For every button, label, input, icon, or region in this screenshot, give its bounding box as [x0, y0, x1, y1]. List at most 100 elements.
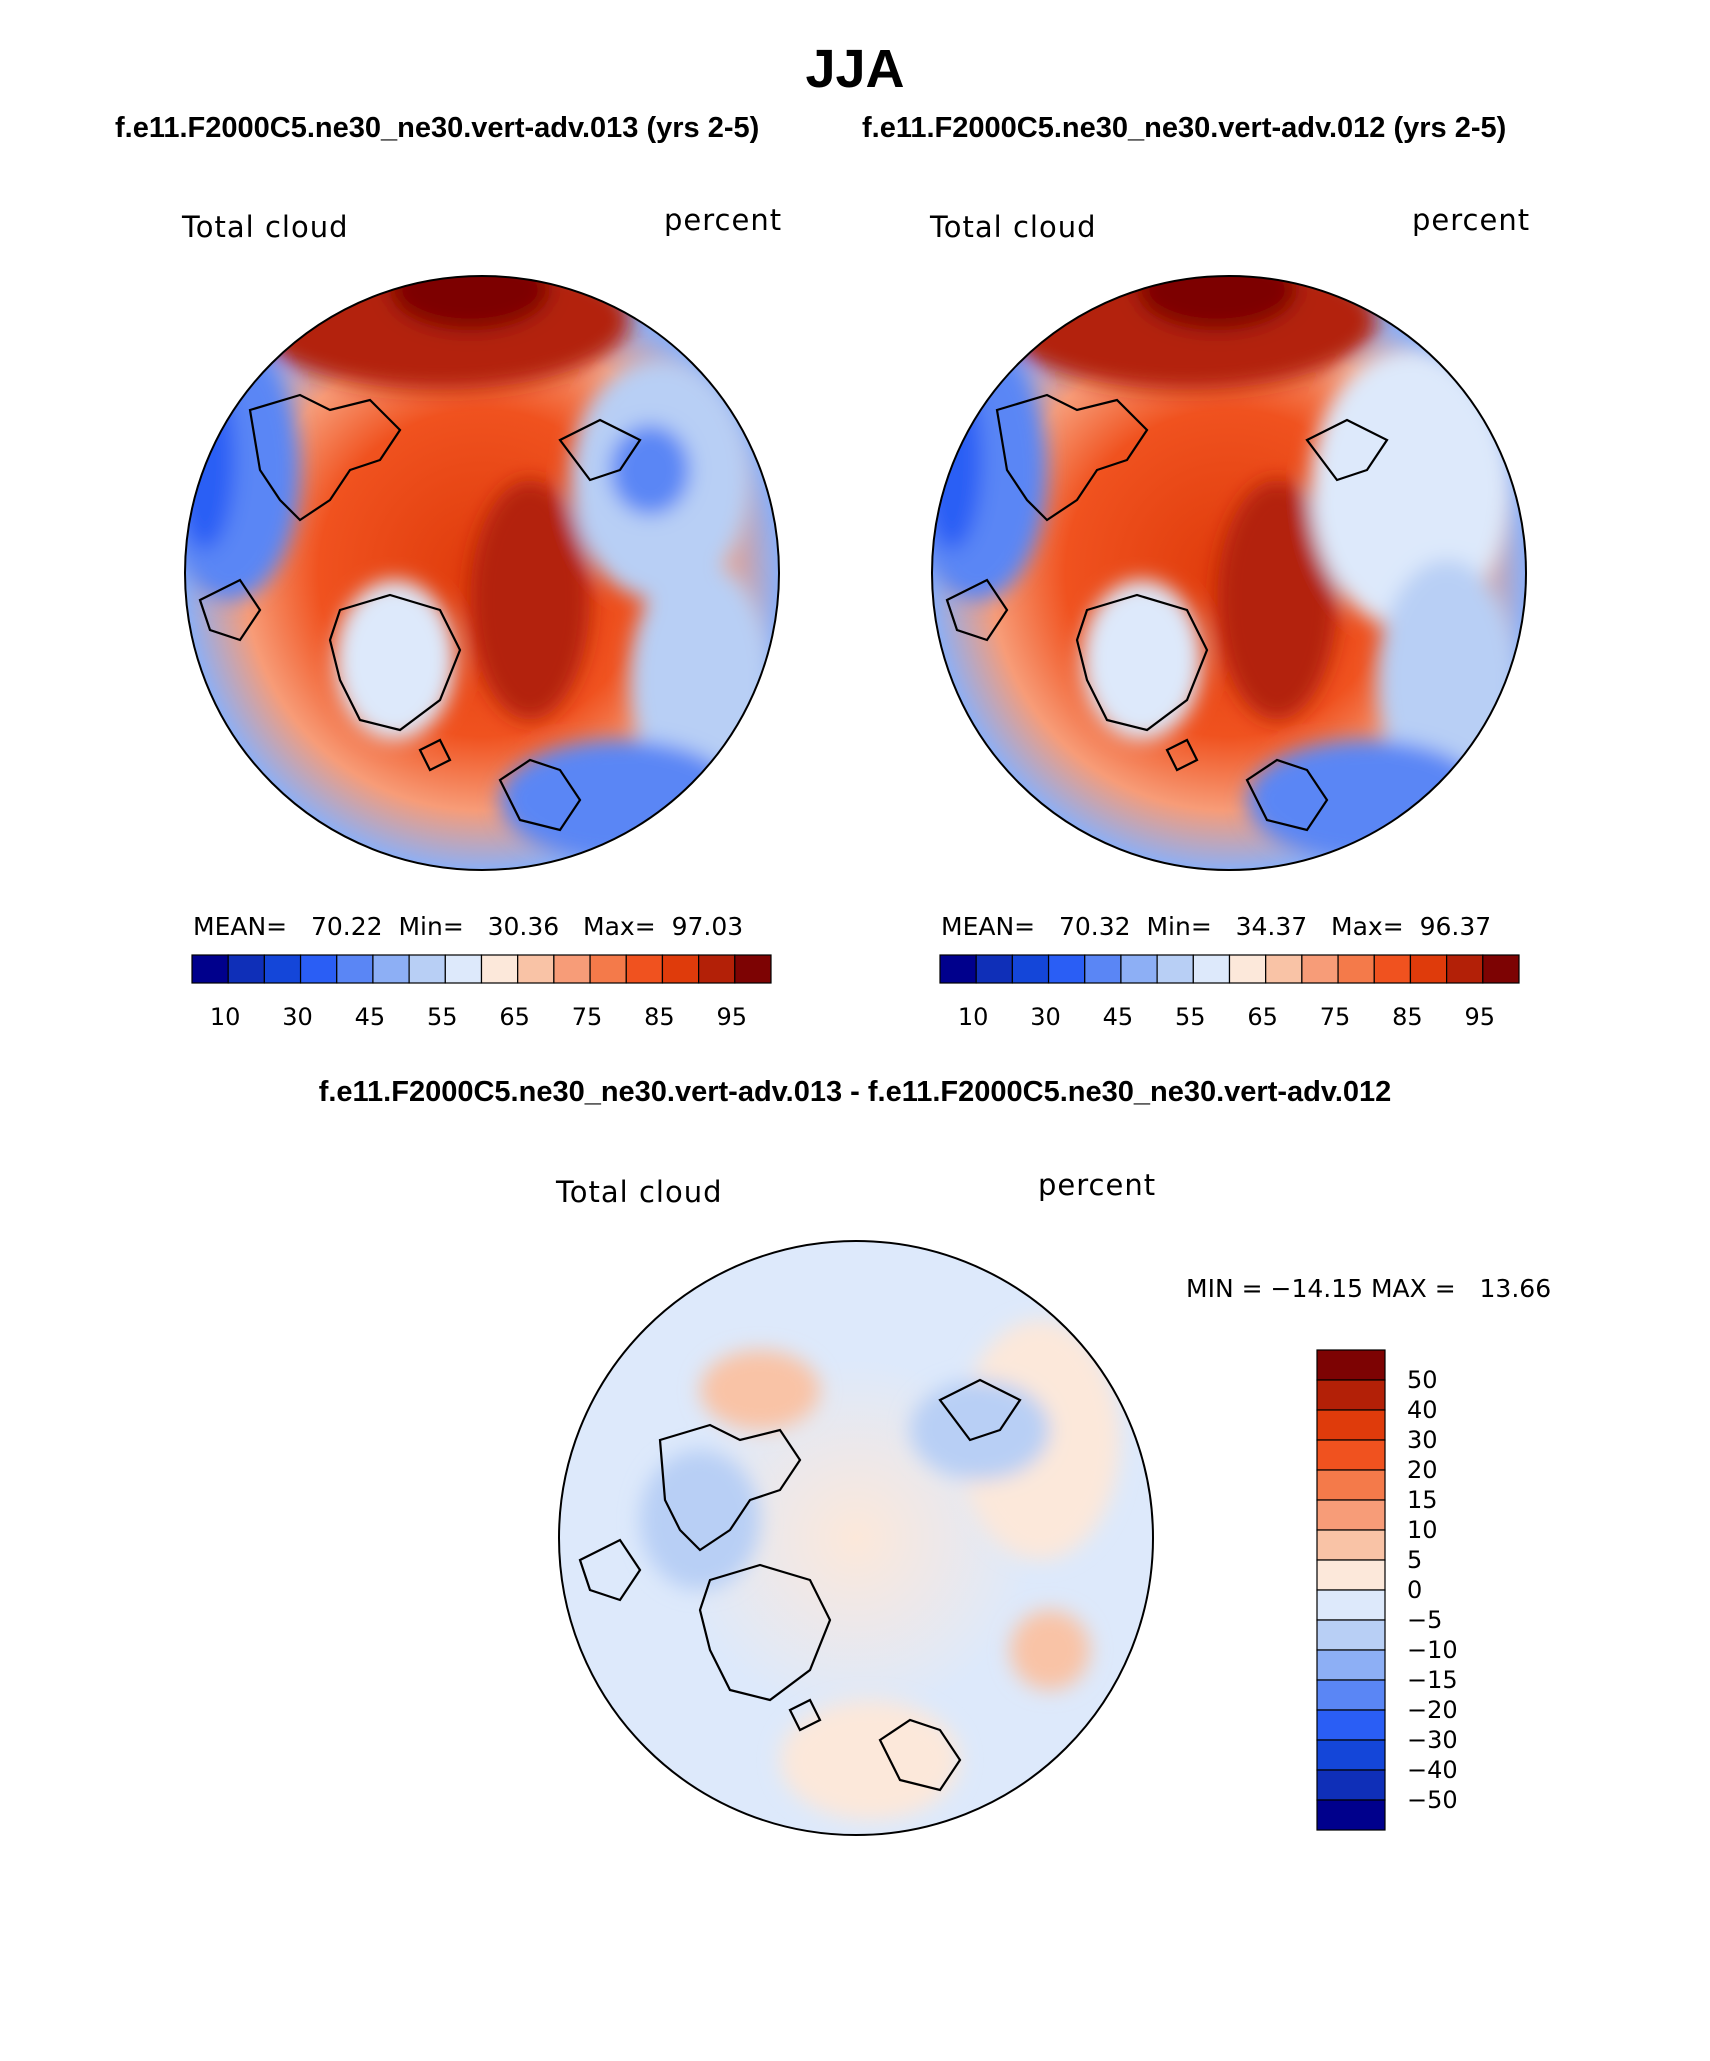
- right-coast-arctic-archipelago: [995, 393, 1149, 522]
- right-colorbar-tick-label: 55: [1175, 1003, 1206, 1031]
- diff-colorbar-tick-label: −40: [1407, 1756, 1458, 1784]
- left-coast-iceland: [418, 738, 452, 772]
- right-colorbar-bin: [1156, 954, 1194, 984]
- left-polar-map: [184, 275, 780, 871]
- diff-minmax-readout: MIN = −14.15 MAX = 13.66: [1186, 1274, 1551, 1303]
- diff-coast-greenland: [698, 1563, 832, 1702]
- left-min-cloud-asia: [610, 425, 690, 515]
- diff-map-border: [558, 1240, 1154, 1836]
- left-mean-label: MEAN=: [193, 912, 288, 941]
- right-low-cloud-asia: [1310, 350, 1510, 630]
- right-colorbar-bin: [1228, 954, 1267, 984]
- left-colorbar-tick-label: 65: [499, 1003, 530, 1031]
- right-max-cloud-core: [1137, 276, 1297, 330]
- left-colorbar-bin: [227, 954, 265, 984]
- right-stats-readout: MEAN= 70.32 Min= 34.37 Max= 96.37: [941, 912, 1491, 941]
- right-colorbar-bin: [1373, 954, 1412, 984]
- diff-coast-siberia: [938, 1378, 1022, 1442]
- right-colorbar-bin: [1192, 954, 1231, 984]
- right-colorbar-tick-label: 75: [1320, 1003, 1351, 1031]
- left-colorbar-bin: [734, 954, 772, 984]
- page-title: JJA: [805, 39, 905, 99]
- left-min-label: Min=: [398, 912, 464, 941]
- right-colorbar-bin: [975, 954, 1013, 984]
- right-colorbar-bin: [1265, 954, 1303, 984]
- left-colorbar-tick-label: 55: [427, 1003, 458, 1031]
- right-coast-scandinavia: [1245, 758, 1329, 832]
- left-colorbar-bin: [480, 954, 519, 984]
- left-colorbar-bin: [372, 954, 410, 984]
- right-colorbar-tick-label: 95: [1465, 1003, 1496, 1031]
- diff-coast-scandinavia: [878, 1718, 962, 1792]
- left-colorbar-tick-label: 30: [282, 1003, 313, 1031]
- left-colorbar-bin: [408, 954, 446, 984]
- right-panel-subtitle: f.e11.F2000C5.ne30_ne30.vert-adv.012 (yr…: [862, 112, 1507, 144]
- left-colorbar-tick-label: 85: [644, 1003, 675, 1031]
- diff-colorbar-bin: [1316, 1589, 1386, 1621]
- right-mean-label: MEAN=: [941, 912, 1036, 941]
- diff-colorbar-tick-label: −20: [1407, 1696, 1458, 1724]
- left-panel-subtitle: f.e11.F2000C5.ne30_ne30.vert-adv.013 (yr…: [115, 112, 760, 144]
- diff-positive-anomaly-north: [700, 1350, 820, 1430]
- left-coast-scandinavia: [498, 758, 582, 832]
- diff-min-value: −14.15: [1270, 1274, 1364, 1303]
- diff-panel-subtitle: f.e11.F2000C5.ne30_ne30.vert-adv.013 - f…: [318, 1076, 1392, 1108]
- diff-colorbar-bin: [1316, 1679, 1386, 1711]
- diff-colorbar-bin: [1316, 1649, 1386, 1681]
- diff-colorbar-bin: [1316, 1769, 1386, 1801]
- left-colorbar-bin: [553, 954, 591, 984]
- right-map-border: [931, 275, 1527, 871]
- right-min-cloud-west: [932, 370, 982, 550]
- diff-colorbar-tick-label: −10: [1407, 1636, 1458, 1664]
- diff-colorbar-tick-label: −50: [1407, 1786, 1458, 1814]
- diff-coast-hudson: [578, 1538, 642, 1602]
- diff-colorbar-bin: [1316, 1379, 1386, 1411]
- right-coast-iceland: [1165, 738, 1199, 772]
- diff-polar-map: [558, 1240, 1154, 1836]
- right-colorbar-tick-label: 45: [1103, 1003, 1134, 1031]
- right-coast-siberia: [1305, 418, 1389, 482]
- diff-colorbar-tick-label: 20: [1407, 1456, 1438, 1484]
- diff-colorbar-bin: [1316, 1409, 1386, 1441]
- left-greenland-field: [335, 580, 455, 740]
- left-coast-hudson: [198, 578, 262, 642]
- left-colorbar-tick-label: 10: [210, 1003, 241, 1031]
- left-high-cloud-arctic: [470, 480, 590, 720]
- right-colorbar-bin: [1337, 954, 1375, 984]
- left-colorbar-bin: [661, 954, 700, 984]
- right-max-value: 96.37: [1419, 912, 1492, 941]
- left-max-cloud-core: [390, 276, 550, 330]
- right-colorbar-bin: [1446, 954, 1484, 984]
- right-min-label: Min=: [1146, 912, 1212, 941]
- left-colorbar-bin: [336, 954, 374, 984]
- left-colorbar-bin: [625, 954, 664, 984]
- left-units-label: percent: [664, 203, 783, 237]
- left-min-cloud-west: [185, 370, 235, 550]
- left-coast-siberia: [558, 418, 642, 482]
- diff-colorbar-tick-label: 0: [1407, 1576, 1422, 1604]
- right-colorbar-tick-label: 85: [1392, 1003, 1423, 1031]
- left-colorbar-tick-label: 95: [717, 1003, 748, 1031]
- diff-colorbar-tick-label: 15: [1407, 1486, 1438, 1514]
- diff-colorbar-tick-label: 40: [1407, 1396, 1438, 1424]
- right-colorbar-bin: [1409, 954, 1448, 984]
- diff-units-label: percent: [1038, 1168, 1157, 1202]
- right-colorbar-bin: [1301, 954, 1339, 984]
- left-colorbar-bin: [589, 954, 627, 984]
- diff-coast-iceland: [788, 1698, 822, 1732]
- left-colorbar-tick-label: 45: [355, 1003, 386, 1031]
- left-max-label: Max=: [583, 912, 656, 941]
- right-coast-hudson: [945, 578, 1009, 642]
- diff-colorbar-bin: [1316, 1739, 1386, 1771]
- right-colorbar-bin: [939, 954, 977, 984]
- left-colorbar-tick-label: 75: [572, 1003, 603, 1031]
- right-colorbar-tick-label: 30: [1030, 1003, 1061, 1031]
- right-mean-value: 70.32: [1058, 912, 1131, 941]
- left-coast-greenland: [328, 593, 462, 732]
- diff-colorbar-bin: [1316, 1499, 1386, 1531]
- left-colorbar-bin: [299, 954, 338, 984]
- right-colorbar-bin: [1047, 954, 1086, 984]
- left-coast-arctic-archipelago: [248, 393, 402, 522]
- left-max-value: 97.03: [671, 912, 744, 941]
